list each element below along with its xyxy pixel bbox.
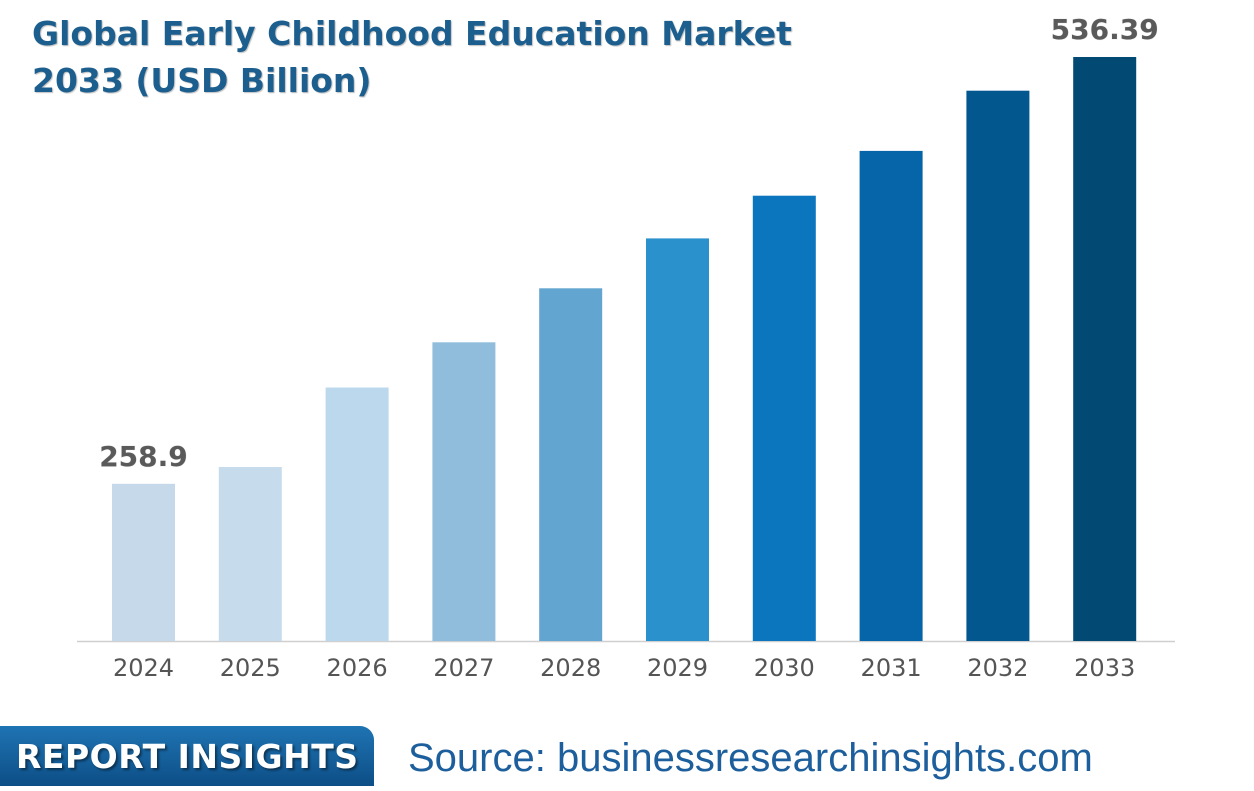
x-tick-label-2031: 2031 — [861, 654, 922, 682]
bar-chart: 2024 2025 2026 2027 2028 2029 2030 2031 2032 2033… — [77, 13, 1175, 682]
x-tick-label-2032: 2032 — [967, 654, 1028, 682]
x-tick-label-2029: 2029 — [647, 654, 708, 682]
chart-title-line-1: Global Early Childhood Education Market — [32, 14, 792, 53]
bar-2026 — [325, 387, 389, 641]
bar-2027 — [432, 342, 496, 641]
report-insights-badge: REPORT INSIGHTS — [0, 726, 374, 786]
data-label-2024: 258.9 — [99, 440, 188, 473]
bar-2031 — [859, 150, 923, 641]
bar-2028 — [539, 288, 603, 641]
x-tick-label-2027: 2027 — [433, 654, 494, 682]
report-insights-label: REPORT INSIGHTS — [16, 736, 359, 776]
x-tick-label-2028: 2028 — [540, 654, 601, 682]
chart-title-line-2: 2033 (USD Billion) — [32, 61, 372, 100]
bar-2025 — [218, 467, 282, 641]
bar-2024 — [112, 483, 175, 641]
bar-2033 — [1073, 57, 1137, 641]
data-label-2033: 536.39 — [1051, 13, 1159, 46]
bar-2030 — [752, 195, 816, 641]
x-tick-label-2026: 2026 — [327, 654, 388, 682]
bar-2032 — [966, 90, 1030, 641]
bar-2029 — [646, 238, 709, 641]
x-tick-label-2024: 2024 — [113, 654, 174, 682]
x-tick-label-2030: 2030 — [754, 654, 815, 682]
source-text: Source: businessresearchinsights.com — [408, 736, 1093, 780]
x-tick-label-2033: 2033 — [1074, 654, 1135, 682]
chart-title: Global Early Childhood Education Market … — [32, 10, 932, 104]
x-tick-label-2025: 2025 — [220, 654, 281, 682]
